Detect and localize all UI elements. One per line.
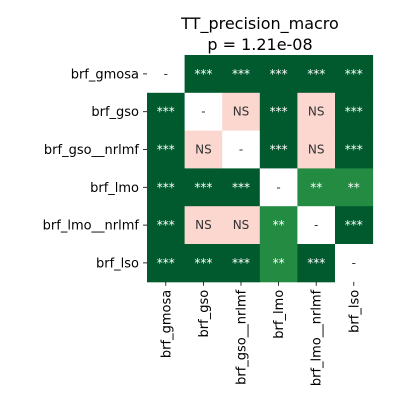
col-label-1: brf_gso <box>197 290 212 338</box>
cell-label-r3-c4: ** <box>310 180 322 194</box>
cell-label-r1-c1: - <box>201 105 205 119</box>
heatmap-cell-r3-c2 <box>222 168 261 207</box>
heatmap-cell-r4-c2 <box>222 206 261 245</box>
row-label-0: brf_gmosa <box>71 67 139 82</box>
heatmap-cell-r0-c3 <box>259 55 298 94</box>
heatmap-cell-r0-c4 <box>297 55 336 94</box>
heatmap-cell-r5-c5 <box>335 244 374 283</box>
cell-label-r0-c3: *** <box>270 67 288 81</box>
heatmap-cell-r4-c5 <box>335 206 374 245</box>
heatmap-cell-r1-c5 <box>335 92 374 132</box>
heatmap-cell-r3-c4 <box>297 168 336 207</box>
heatmap-cell-r0-c0 <box>147 55 186 94</box>
cell-label-r4-c0: *** <box>157 218 175 232</box>
heatmap-cell-r2-c5 <box>335 130 374 169</box>
heatmap-cell-r3-c1 <box>184 168 223 207</box>
cell-label-r3-c0: *** <box>157 180 175 194</box>
col-label-4: brf_lmo__nrlmf <box>310 289 325 386</box>
heatmap-cell-r2-c0 <box>147 130 186 169</box>
cell-label-r5-c2: *** <box>232 256 250 270</box>
heatmap-cell-r5-c0 <box>147 244 186 283</box>
cell-label-r1-c3: *** <box>270 105 288 119</box>
cell-label-r0-c5: *** <box>345 67 363 81</box>
heatmap-cell-r0-c1 <box>184 55 223 94</box>
heatmap-cell-r4-c4 <box>297 206 336 245</box>
cell-label-r4-c3: ** <box>273 218 285 232</box>
heatmap-cell-r2-c4 <box>297 130 336 169</box>
heatmap-cell-r5-c2 <box>222 244 261 283</box>
heatmap-cell-r2-c3 <box>259 130 298 169</box>
cell-label-r4-c4: - <box>314 218 318 232</box>
heatmap-cell-r5-c4 <box>297 244 336 283</box>
cell-label-r2-c0: *** <box>157 143 175 157</box>
cell-label-r2-c1: NS <box>195 143 212 157</box>
cell-label-r4-c1: NS <box>195 218 212 232</box>
cell-label-r0-c4: *** <box>307 67 325 81</box>
heatmap-cell-r2-c1 <box>184 130 223 169</box>
cell-label-r2-c3: *** <box>270 143 288 157</box>
heatmap-cell-r1-c0 <box>147 92 186 132</box>
row-label-3: brf_lmo <box>90 181 139 196</box>
row-label-1: brf_gso <box>91 105 139 120</box>
col-label-3: brf_lmo <box>272 290 287 339</box>
cell-label-r3-c3: - <box>276 180 280 194</box>
heatmap-cell-r0-c5 <box>335 55 374 94</box>
heatmap-cell-r1-c3 <box>259 92 298 132</box>
cell-label-r0-c1: *** <box>194 67 212 81</box>
cell-label-r3-c2: *** <box>232 180 250 194</box>
heatmap-cell-r1-c2 <box>222 92 261 132</box>
heatmap-cell-r2-c2 <box>222 130 261 169</box>
heatmap-cell-r3-c3 <box>259 168 298 207</box>
col-label-2: brf_gso__nrlmf <box>235 289 250 385</box>
cell-label-r2-c5: *** <box>345 143 363 157</box>
cell-label-r4-c5: *** <box>345 218 363 232</box>
heatmap-cell-r0-c2 <box>222 55 261 94</box>
cell-label-r3-c1: *** <box>194 180 212 194</box>
chart-title: TT_precision_macro <box>180 14 339 34</box>
chart-subtitle: p = 1.21e-08 <box>207 35 312 54</box>
cell-label-r1-c2: NS <box>233 105 250 119</box>
col-label-0: brf_gmosa <box>159 290 174 358</box>
heatmap-cell-r3-c5 <box>335 168 374 207</box>
cell-label-r1-c0: *** <box>157 105 175 119</box>
cell-label-r1-c4: NS <box>308 105 325 119</box>
row-label-4: brf_lmo__nrlmf <box>43 219 140 234</box>
cell-label-r2-c4: NS <box>308 143 325 157</box>
cell-label-r5-c1: *** <box>194 256 212 270</box>
heatmap-cell-r1-c1 <box>184 92 223 132</box>
col-label-5: brf_lso <box>347 290 362 333</box>
cell-label-r5-c0: *** <box>157 256 175 270</box>
cell-label-r3-c5: ** <box>348 180 360 194</box>
cell-label-r2-c2: - <box>239 143 243 157</box>
cell-label-r5-c5: - <box>352 256 356 270</box>
cell-label-r0-c0: - <box>164 67 168 81</box>
cell-label-r1-c5: *** <box>345 105 363 119</box>
heatmap-cell-r4-c3 <box>259 206 298 245</box>
heatmap-cells: - *** *** *** *** ****** - NS *** NS ****** NS - *** N… <box>147 55 374 283</box>
heatmap-cell-r5-c1 <box>184 244 223 283</box>
cell-label-r5-c4: *** <box>307 256 325 270</box>
row-label-2: brf_gso__nrlmf <box>44 143 140 158</box>
heatmap-cell-r3-c0 <box>147 168 186 207</box>
heatmap-cell-r4-c0 <box>147 206 186 245</box>
heatmap-cell-r5-c3 <box>259 244 298 283</box>
row-tick-labels: brf_gmosa brf_gso brf_gso__nrlmf brf_lmobrf… <box>43 67 147 271</box>
heatmap-cell-r1-c4 <box>297 92 336 132</box>
cell-label-r4-c2: NS <box>233 218 250 232</box>
row-label-5: brf_lso <box>96 256 139 271</box>
cell-label-r0-c2: *** <box>232 67 250 81</box>
column-tick-labels: brf_gmosa brf_gso brf_gso__nrlmf brf_lmo brf… <box>159 281 362 386</box>
heatmap-cell-r4-c1 <box>184 206 223 245</box>
cell-label-r5-c3: ** <box>273 256 285 270</box>
